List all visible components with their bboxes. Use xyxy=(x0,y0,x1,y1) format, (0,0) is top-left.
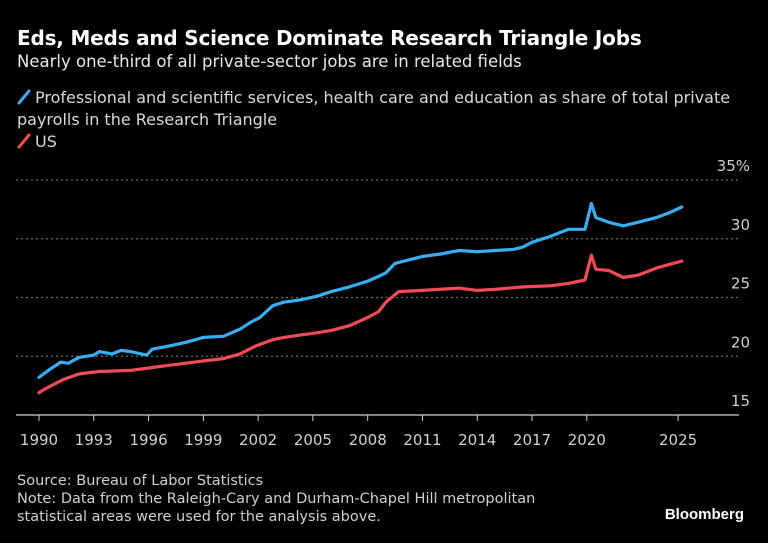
series-line-research-triangle xyxy=(37,201,684,379)
legend-swatch-red-icon xyxy=(17,133,31,149)
bloomberg-logo: Bloomberg xyxy=(664,506,744,523)
y-tick-label-25: 25 xyxy=(731,275,750,293)
legend-swatch-blue-icon xyxy=(17,89,31,105)
y-tick-label-20: 20 xyxy=(731,333,750,351)
methodology-note-line-2: statistical areas were used for the anal… xyxy=(17,509,381,525)
legend-label-research-triangle: Professional and scientific services, he… xyxy=(17,88,731,129)
y-tick-label-35: 35% xyxy=(717,157,750,175)
x-tick-label-1990: 1990 xyxy=(20,431,58,449)
x-tick-label-2017: 2017 xyxy=(513,431,551,449)
legend-label-us: US xyxy=(35,132,57,151)
x-tick-label-2025: 2025 xyxy=(659,431,697,449)
footer: Source: Bureau of Labor Statistics Note:… xyxy=(17,472,535,526)
methodology-note-line-1: Note: Data from the Raleigh-Cary and Dur… xyxy=(17,491,536,507)
legend-item-research-triangle: Professional and scientific services, he… xyxy=(17,87,737,131)
x-tick-label-2005: 2005 xyxy=(294,431,332,449)
series-line-us xyxy=(37,253,684,395)
x-tick-label-2020: 2020 xyxy=(568,431,606,449)
y-tick-label-15: 15 xyxy=(731,392,750,410)
x-tick-label-2014: 2014 xyxy=(458,431,496,449)
source-note: Source: Bureau of Labor Statistics xyxy=(17,473,264,489)
x-tick-label-2002: 2002 xyxy=(239,431,277,449)
chart-title: Eds, Meds and Science Dominate Research … xyxy=(17,26,642,50)
legend-item-us: US xyxy=(17,131,737,153)
x-tick-label-1993: 1993 xyxy=(75,431,113,449)
legend: Professional and scientific services, he… xyxy=(17,87,737,153)
x-tick-label-2011: 2011 xyxy=(403,431,441,449)
chart-subtitle: Nearly one-third of all private-sector j… xyxy=(17,52,522,71)
x-tick-label-2008: 2008 xyxy=(349,431,387,449)
y-tick-label-30: 30 xyxy=(731,216,750,234)
x-tick-label-1999: 1999 xyxy=(184,431,222,449)
x-tick-label-1996: 1996 xyxy=(129,431,167,449)
